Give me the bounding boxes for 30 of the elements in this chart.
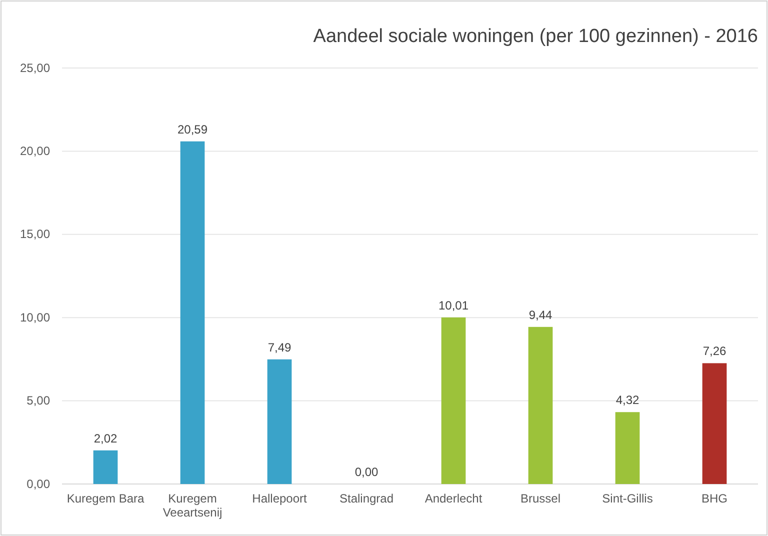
x-tick-label: Stalingrad xyxy=(339,492,394,506)
x-tick-label: Sint-Gillis xyxy=(602,492,653,506)
data-label: 2,02 xyxy=(94,431,118,446)
data-label: 7,26 xyxy=(702,344,726,358)
y-tick-label: 20,00 xyxy=(20,144,50,158)
x-tick-label: Kuregem Veeartsenij xyxy=(162,492,222,520)
data-label: 20,59 xyxy=(177,122,208,136)
y-tick-label: 15,00 xyxy=(20,227,50,242)
y-tick-label: 5,00 xyxy=(26,394,50,408)
x-tick-label: BHG xyxy=(701,492,728,506)
bar xyxy=(180,141,205,484)
chart-title: Aandeel sociale woningen (per 100 gezinnen) - 2016 xyxy=(313,26,758,47)
x-tick-label: Kuregem Bara xyxy=(66,492,145,506)
bar xyxy=(93,450,118,484)
y-tick-label: 10,00 xyxy=(20,310,50,324)
bar xyxy=(702,363,727,484)
bar xyxy=(615,412,640,484)
y-tick-label: 25,00 xyxy=(20,60,50,75)
data-label: 4,32 xyxy=(616,393,640,408)
bar xyxy=(441,317,466,484)
bar xyxy=(528,326,553,484)
data-label: 10,01 xyxy=(438,298,469,312)
x-tick-label: Brussel xyxy=(520,492,561,506)
data-label: 0,00 xyxy=(354,465,378,479)
x-tick-label: Anderlecht xyxy=(424,492,483,506)
x-tick-label: Hallepoort xyxy=(252,492,308,506)
data-label: 9,44 xyxy=(528,308,552,322)
bar xyxy=(267,359,292,484)
data-label: 7,49 xyxy=(268,340,292,354)
y-tick-label: 0,00 xyxy=(26,476,50,491)
